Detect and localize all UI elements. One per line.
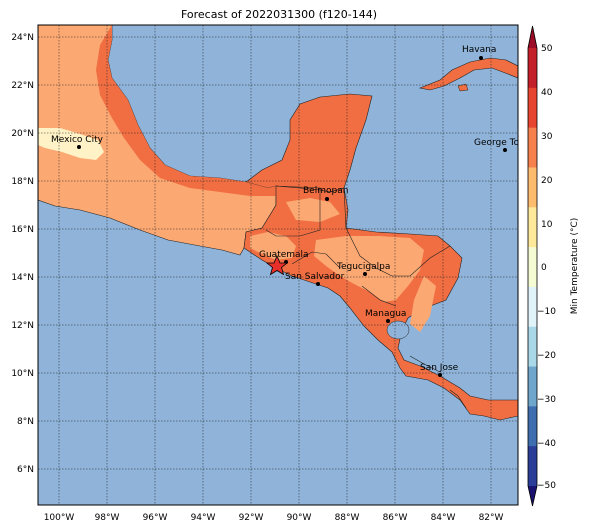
colorbar-segment — [528, 366, 537, 407]
svg-text:24°N: 24°N — [11, 33, 34, 43]
city-tegucigalpa: Tegucigalpa — [336, 262, 390, 276]
svg-text:0: 0 — [541, 263, 547, 273]
svg-text:20°N: 20°N — [11, 129, 34, 139]
svg-text:92°W: 92°W — [239, 513, 264, 523]
svg-text:18°N: 18°N — [11, 177, 34, 187]
svg-text:84°W: 84°W — [431, 513, 456, 523]
svg-text:90°W: 90°W — [287, 513, 312, 523]
colorbar-segment — [528, 326, 537, 368]
land-isla-juventud — [457, 83, 469, 92]
map-frame — [37, 24, 519, 506]
colorbar-outline — [527, 25, 538, 507]
svg-text:Tegucigalpa: Tegucigalpa — [336, 262, 390, 272]
colorbar-segment — [528, 87, 537, 129]
svg-text:San Salvador: San Salvador — [285, 272, 345, 282]
svg-text:−50: −50 — [537, 481, 556, 491]
city-george-town: George Tov — [474, 138, 525, 152]
colorbar-segment — [528, 127, 537, 168]
svg-text:100°W: 100°W — [44, 513, 75, 523]
star-marker-icon — [265, 254, 289, 276]
svg-text:88°W: 88°W — [335, 513, 360, 523]
svg-text:94°W: 94°W — [191, 513, 216, 523]
colorbar-min-arrow — [528, 486, 537, 506]
svg-text:12°N: 12°N — [11, 321, 34, 331]
map-area: Havana Mexico City George Tov Belmopan G… — [38, 25, 525, 505]
svg-text:40: 40 — [541, 88, 553, 98]
city-mexico-city: Mexico City — [51, 135, 104, 149]
svg-text:Managua: Managua — [365, 309, 406, 319]
svg-text:Belmopan: Belmopan — [303, 186, 348, 196]
city-belmopan: Belmopan — [303, 186, 348, 201]
city-san-salvador: San Salvador — [285, 272, 345, 286]
colorbar-segment — [528, 207, 537, 248]
svg-text:82°W: 82°W — [479, 513, 504, 523]
svg-text:−40: −40 — [537, 439, 556, 449]
svg-text:10°N: 10°N — [11, 369, 34, 379]
city-san-jose: San Jose — [420, 363, 459, 377]
svg-text:−30: −30 — [537, 395, 556, 405]
land-highlands-4 — [410, 276, 436, 332]
svg-text:30: 30 — [541, 132, 553, 142]
svg-text:−10: −10 — [537, 307, 556, 317]
colorbar-tick-labels: 50 40 30 20 10 0 −10 −20 −30 −40 −50 — [537, 44, 556, 491]
svg-text:96°W: 96°W — [143, 513, 168, 523]
svg-text:Havana: Havana — [462, 45, 496, 55]
svg-text:22°N: 22°N — [11, 81, 34, 91]
colorbar-segment — [528, 247, 537, 288]
svg-text:50: 50 — [541, 44, 553, 54]
country-borders — [265, 185, 467, 409]
land-highlands-3 — [286, 198, 340, 222]
land-mexico-warm-band — [96, 25, 276, 196]
land-highlands-1 — [250, 232, 296, 260]
lat-tick-labels: 24°N 22°N 20°N 18°N 16°N 14°N 12°N 10°N … — [11, 33, 34, 475]
map-title: Forecast of 2022031300 (f120-144) — [181, 8, 377, 21]
colorbar-segment — [528, 286, 537, 328]
colorbar-segment — [528, 48, 537, 89]
city-havana: Havana — [462, 45, 496, 60]
colorbar — [527, 25, 538, 507]
colorbar-label: Min Temperature (°C) — [570, 218, 580, 315]
svg-text:−20: −20 — [537, 351, 556, 361]
svg-text:8°N: 8°N — [17, 417, 34, 427]
colorbar-max-arrow — [528, 26, 537, 48]
land-cuba — [418, 57, 518, 91]
lon-tick-labels: 100°W 98°W 96°W 94°W 92°W 90°W 88°W 86°W… — [44, 513, 504, 523]
svg-text:86°W: 86°W — [383, 513, 408, 523]
svg-text:14°N: 14°N — [11, 273, 34, 283]
svg-text:10: 10 — [541, 220, 553, 230]
colorbar-segment — [528, 446, 537, 487]
city-managua: Managua — [365, 309, 406, 323]
svg-text:16°N: 16°N — [11, 225, 34, 235]
svg-text:Mexico City: Mexico City — [51, 135, 104, 145]
svg-text:Guatemala: Guatemala — [259, 250, 309, 260]
svg-text:San Jose: San Jose — [420, 363, 459, 373]
svg-text:98°W: 98°W — [95, 513, 120, 523]
lake-nicaragua — [386, 320, 410, 340]
svg-text:6°N: 6°N — [17, 465, 34, 475]
svg-text:20: 20 — [541, 176, 553, 186]
land-highlands-2 — [314, 236, 424, 302]
colorbar-segment — [528, 406, 537, 447]
colorbar-segment — [528, 167, 537, 208]
svg-text:George Tov: George Tov — [474, 138, 525, 148]
gridlines — [38, 25, 518, 505]
land-mexico-city-cool — [38, 128, 104, 160]
